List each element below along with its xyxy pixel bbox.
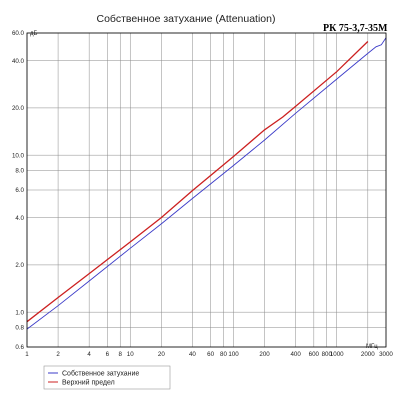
legend-box: [43, 365, 171, 390]
x-tick-label: 80: [220, 351, 227, 358]
x-tick-label: 600: [309, 351, 320, 358]
y-tick-label: 8.0: [15, 168, 24, 175]
legend-label-upper-limit: Верхний предел: [62, 379, 115, 387]
x-tick-label: 100: [228, 351, 239, 358]
legend-label-own-attenuation: Собственное затухание: [62, 370, 139, 378]
y-tick-label: 1.0: [15, 309, 24, 316]
y-tick-label: 0.6: [15, 344, 24, 351]
legend: Собственное затухание Верхний предел: [43, 365, 171, 390]
x-tick-label: 2: [56, 351, 60, 358]
x-tick-label: 800: [322, 351, 333, 358]
series-lines: [26, 37, 387, 330]
series-line-own-attenuation: [26, 37, 387, 330]
x-tick-label: 2000: [361, 351, 375, 358]
x-tick-label: 40: [189, 351, 196, 358]
x-tick-label: 60: [207, 351, 214, 358]
y-tick-label: 10.0: [12, 152, 25, 159]
x-tick-label: 8: [119, 351, 123, 358]
y-tick-label: 4.0: [15, 215, 24, 222]
grid: [26, 32, 387, 348]
y-tick-label: 60.0: [12, 30, 25, 37]
cable-model-label: РК 75-3,7-35М: [323, 23, 388, 34]
x-tick-label: 3000: [379, 351, 393, 358]
x-tick-label: 4: [87, 351, 91, 358]
x-tick-label: 1: [25, 351, 29, 358]
x-tick-label: 6: [106, 351, 110, 358]
x-tick-label: 1000: [330, 351, 344, 358]
plot-frame: [26, 32, 387, 348]
x-tick-label: 10: [127, 351, 134, 358]
x-tick-label: 200: [259, 351, 270, 358]
y-tick-label: 20.0: [12, 105, 25, 112]
y-unit-label: дБ: [30, 31, 38, 37]
y-tick-label: 40.0: [12, 58, 25, 65]
series-line-upper-limit: [26, 41, 369, 323]
chart-title: Собственное затухание (Attenuation): [97, 13, 276, 25]
x-tick-label: 20: [158, 351, 165, 358]
x-tick-label: 400: [290, 351, 301, 358]
y-tick-label: 0.8: [15, 325, 24, 332]
y-tick-label: 2.0: [15, 262, 24, 269]
y-tick-label: 6.0: [15, 187, 24, 194]
